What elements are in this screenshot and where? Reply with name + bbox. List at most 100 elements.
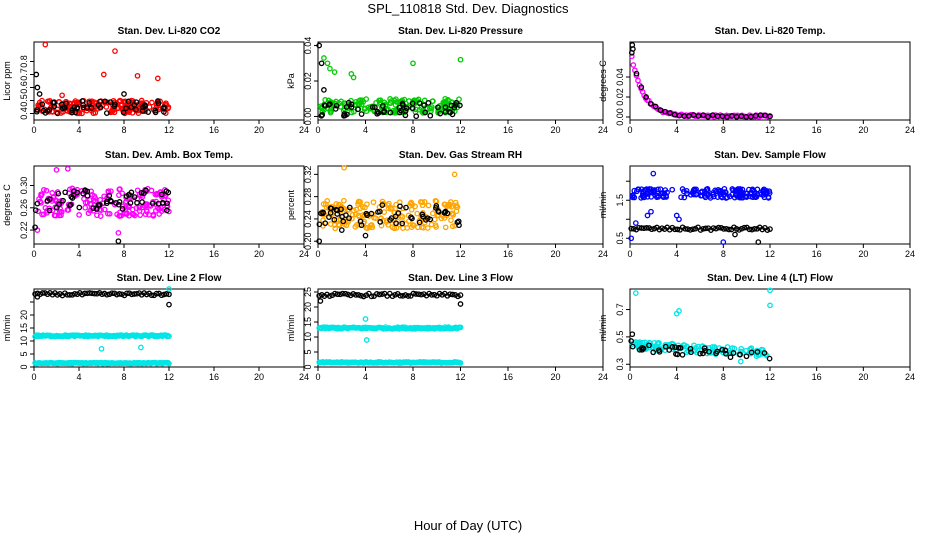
- panel-6: Stan. Dev. Sample Flow 0 4 8 12 16 20 24 0.5 1.5 m…: [598, 150, 915, 259]
- data-point: [652, 344, 659, 351]
- y-axis-label: ml/min: [286, 315, 296, 342]
- data-point: [103, 110, 110, 116]
- data-point: [767, 226, 773, 232]
- data-point: [644, 191, 651, 197]
- data-point: [628, 338, 635, 344]
- data-point: [442, 224, 449, 231]
- data-point: [382, 101, 389, 108]
- data-point: [730, 350, 737, 356]
- series-secondary: [316, 202, 462, 245]
- data-point: [730, 187, 736, 194]
- data-point: [117, 97, 123, 104]
- data-point: [409, 105, 416, 111]
- plot-frame: [629, 288, 911, 368]
- data-point: [767, 113, 773, 120]
- x-tick-label: 20: [550, 125, 560, 135]
- data-point: [368, 293, 375, 300]
- data-point: [666, 347, 673, 353]
- y-tick-label: 0.5: [615, 331, 625, 344]
- data-point: [628, 225, 635, 232]
- data-point: [55, 190, 62, 197]
- data-point: [161, 109, 167, 115]
- data-point: [103, 200, 110, 207]
- y-tick-label: 0.04: [303, 37, 313, 55]
- data-point: [334, 211, 341, 217]
- data-point: [419, 211, 426, 218]
- data-point: [416, 100, 423, 107]
- x-tick-label: 12: [765, 125, 775, 135]
- data-point: [358, 222, 365, 229]
- data-point: [758, 346, 765, 353]
- panel-title: Stan. Dev. Line 4 (LT) Flow: [707, 273, 833, 284]
- data-point: [324, 60, 331, 67]
- data-point: [92, 109, 99, 116]
- data-point: [166, 360, 172, 367]
- x-tick-label: 4: [674, 372, 679, 382]
- data-point: [331, 216, 338, 223]
- data-point: [648, 194, 655, 200]
- data-point: [403, 204, 409, 211]
- data-point: [414, 210, 421, 217]
- data-point: [66, 100, 73, 107]
- data-point: [409, 215, 415, 222]
- data-point: [64, 165, 71, 172]
- data-point: [339, 290, 346, 297]
- data-point: [379, 202, 386, 208]
- data-point: [117, 209, 123, 216]
- data-point: [422, 109, 429, 116]
- x-tick-label: 20: [550, 249, 560, 259]
- data-point: [702, 189, 708, 195]
- data-point: [766, 355, 773, 362]
- data-point: [327, 205, 334, 211]
- data-point: [131, 101, 138, 108]
- data-point: [95, 202, 102, 208]
- data-point: [751, 225, 758, 232]
- data-point: [676, 216, 682, 223]
- data-point: [722, 189, 729, 196]
- data-point: [700, 225, 707, 232]
- panel-5: Stan. Dev. Gas Stream RH0 4 8 12 16 20 240.200…: [286, 150, 608, 259]
- data-point: [320, 201, 327, 207]
- data-point: [333, 102, 340, 109]
- data-point: [457, 324, 464, 331]
- data-point: [690, 191, 697, 198]
- data-point: [326, 293, 333, 299]
- data-point: [662, 343, 669, 350]
- data-point: [82, 199, 89, 206]
- data-point: [322, 102, 329, 109]
- data-point: [387, 109, 394, 116]
- data-point: [155, 200, 162, 207]
- x-tick-label: 20: [858, 249, 868, 259]
- data-point: [116, 291, 123, 297]
- x-tick-label: 0: [315, 372, 320, 382]
- data-point: [138, 97, 145, 104]
- data-point: [348, 104, 355, 110]
- x-tick-label: 8: [121, 249, 126, 259]
- data-point: [405, 293, 412, 299]
- y-tick-label: 10: [303, 332, 313, 342]
- data-point: [51, 212, 58, 219]
- data-point: [112, 48, 118, 54]
- data-point: [669, 186, 676, 193]
- data-point: [43, 187, 50, 194]
- y-tick-label: 0.8: [19, 55, 29, 68]
- data-point: [123, 105, 129, 112]
- data-point: [68, 193, 75, 200]
- panel-7: Stan. Dev. Line 2 Flow 0 4 8 12 16 20 24 0 5 10 15 2…: [2, 273, 309, 382]
- data-point: [32, 224, 38, 231]
- data-point: [368, 210, 375, 217]
- data-point: [448, 217, 454, 224]
- x-axis-label: Hour of Day (UTC): [413, 518, 523, 533]
- data-point: [764, 227, 771, 233]
- x-tick-label: 8: [410, 249, 415, 259]
- y-axis-label: percent: [286, 189, 296, 220]
- data-point: [438, 215, 445, 222]
- x-tick-label: 20: [858, 372, 868, 382]
- data-point: [429, 104, 435, 110]
- data-point: [396, 221, 403, 228]
- y-axis-label: ml/min: [598, 315, 608, 342]
- data-point: [636, 224, 642, 231]
- data-point: [152, 191, 159, 198]
- data-point: [630, 192, 636, 199]
- data-point: [49, 207, 56, 214]
